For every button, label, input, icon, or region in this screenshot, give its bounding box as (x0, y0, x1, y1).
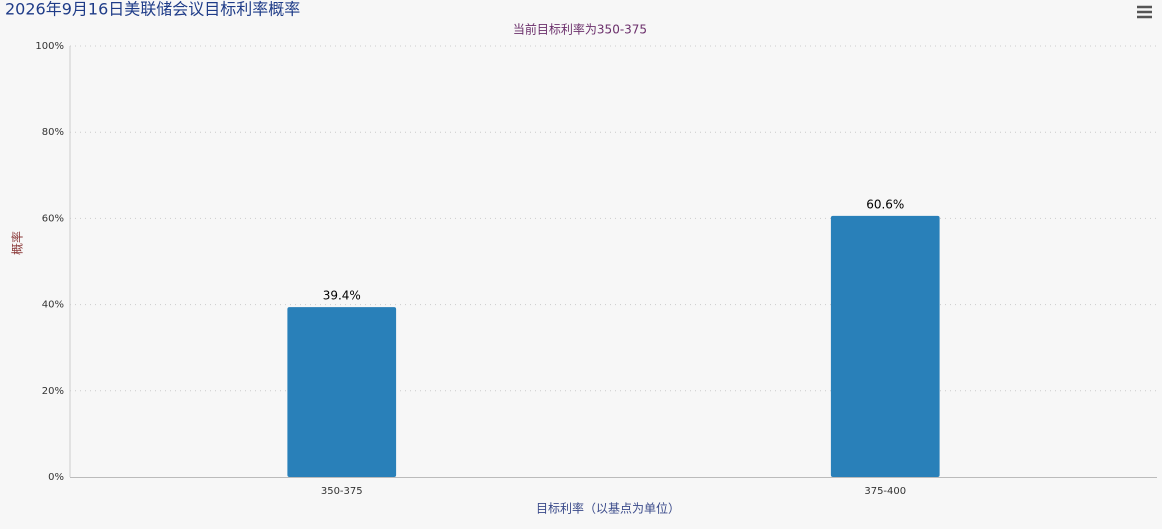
bar (287, 307, 397, 477)
y-tick-label: 60% (42, 213, 64, 224)
y-tick-label: 40% (42, 300, 64, 311)
bar (830, 215, 940, 477)
y-tick-label: 20% (42, 386, 64, 397)
chart-subtitle: 当前目标利率为350-375 (513, 22, 647, 37)
y-tick-label: 100% (35, 41, 64, 52)
y-tick-label: 80% (42, 127, 64, 138)
x-tick-label: 375-400 (864, 486, 906, 497)
chart-title: 2026年9月16日美联储会议目标利率概率 (5, 0, 300, 19)
data-label: 39.4% (323, 289, 361, 303)
y-axis-label: 概率 (10, 231, 25, 255)
x-axis-label: 目标利率（以基点为单位） (536, 501, 680, 516)
y-tick-label: 0% (48, 472, 64, 483)
menu-icon[interactable] (1137, 5, 1152, 19)
data-label: 60.6% (866, 197, 904, 211)
x-tick-label: 350-375 (321, 486, 363, 497)
